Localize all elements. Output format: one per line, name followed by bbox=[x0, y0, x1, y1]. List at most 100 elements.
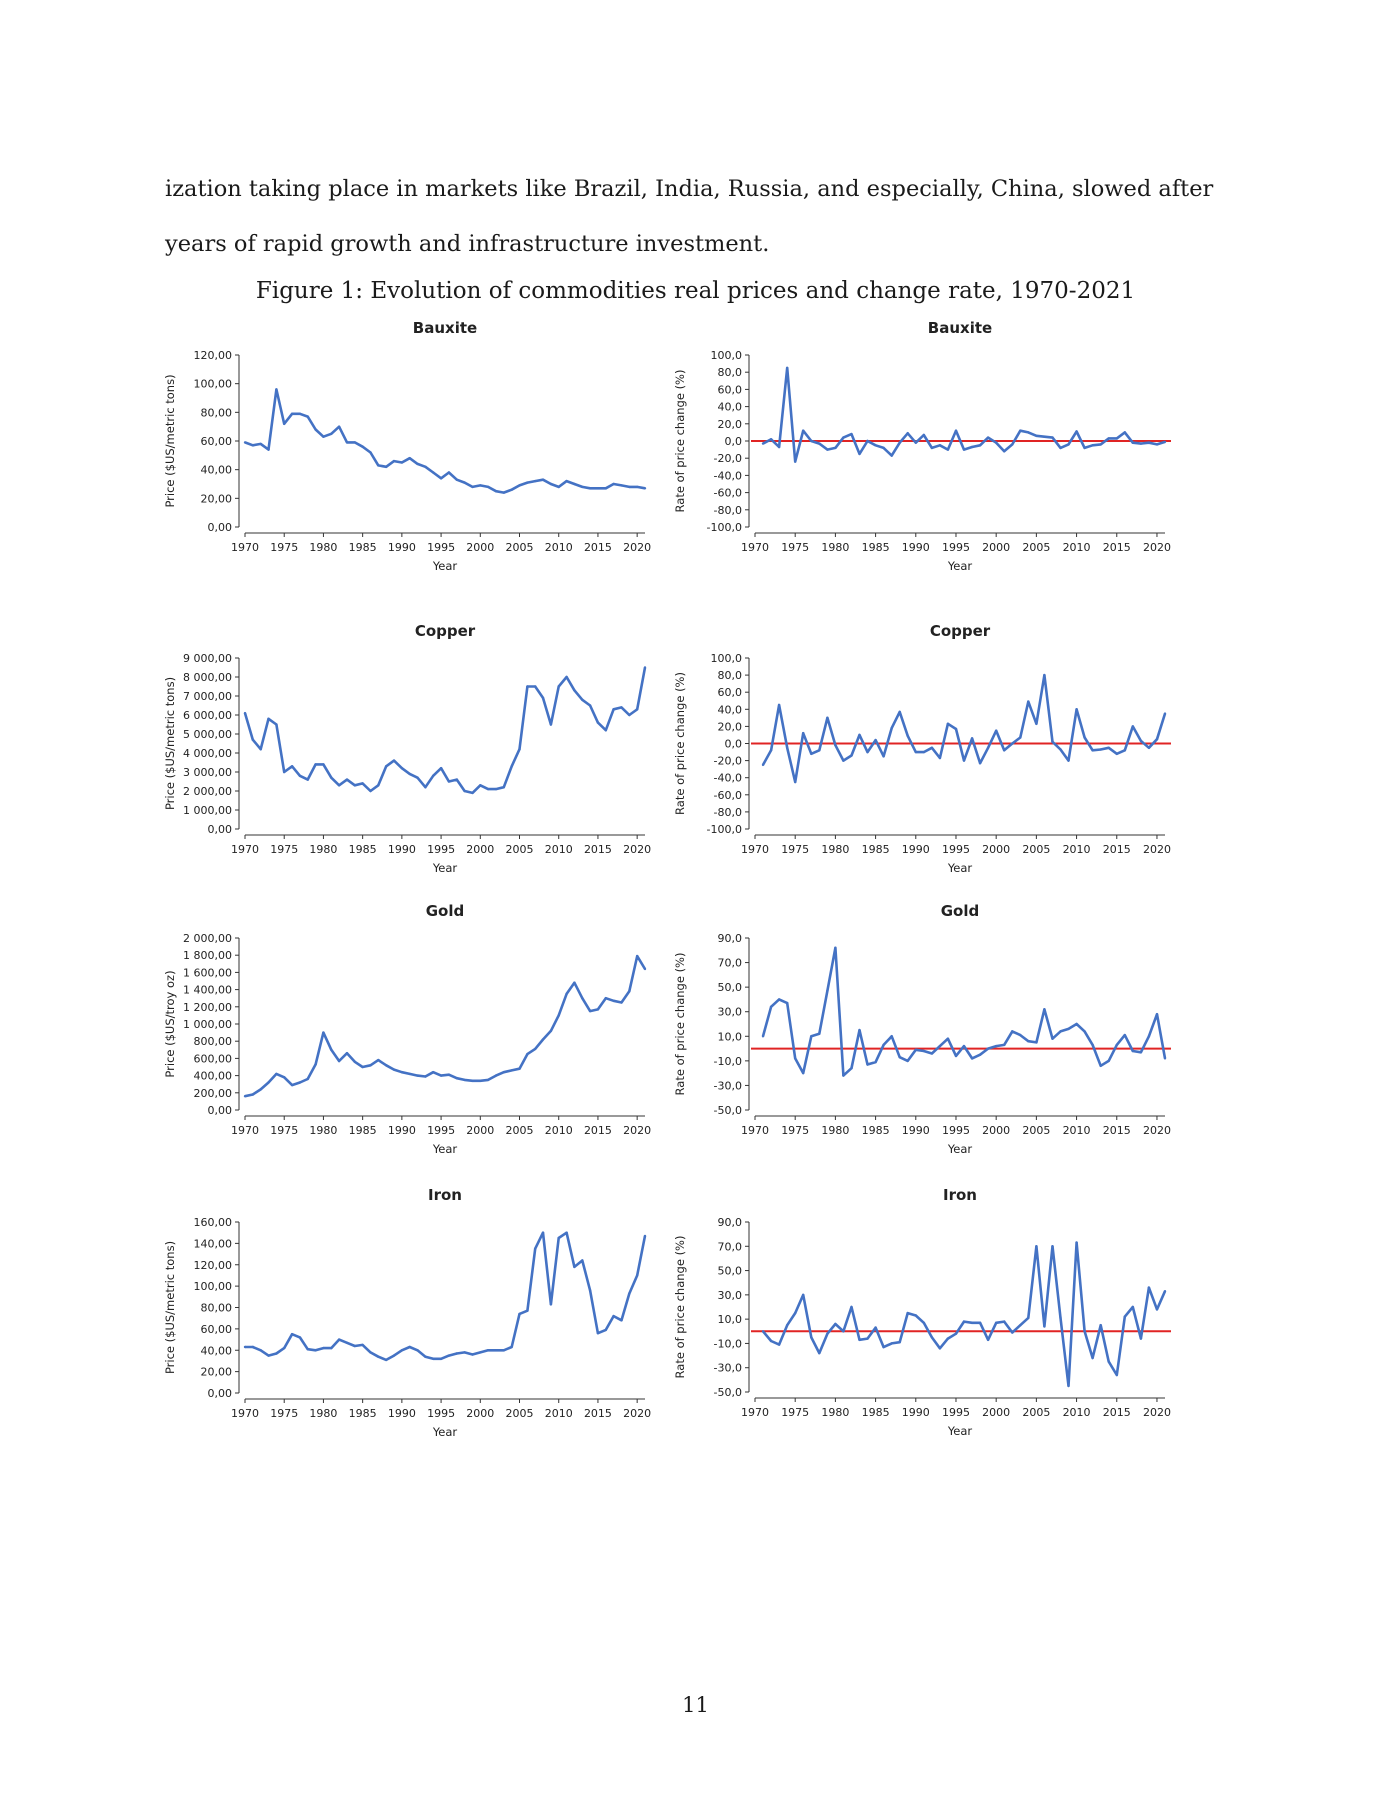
x-tick-label: 2015 bbox=[1103, 541, 1131, 554]
y-tick-label: 120,00 bbox=[194, 1259, 233, 1272]
data-point bbox=[432, 1357, 435, 1360]
data-point bbox=[541, 1231, 545, 1234]
data-point bbox=[424, 786, 427, 789]
x-tick-label: 1970 bbox=[231, 1124, 259, 1137]
chart-title: Gold bbox=[426, 902, 465, 920]
data-point bbox=[786, 1001, 789, 1005]
x-tick-label: 2010 bbox=[545, 1407, 573, 1420]
data-point bbox=[914, 750, 917, 754]
data-point bbox=[612, 482, 615, 486]
data-point bbox=[243, 711, 247, 715]
data-point bbox=[290, 765, 294, 768]
x-tick-label: 1975 bbox=[270, 1407, 298, 1420]
y-axis-label: Price ($US/metric tons) bbox=[163, 374, 177, 507]
data-point bbox=[962, 1044, 966, 1048]
y-axis-label: Rate of price change (%) bbox=[673, 370, 687, 513]
data-point bbox=[636, 485, 639, 489]
x-axis-label: Year bbox=[432, 1142, 458, 1156]
data-point bbox=[337, 1338, 341, 1341]
data-point bbox=[1035, 1245, 1038, 1248]
data-point bbox=[906, 734, 909, 737]
x-tick-label: 1990 bbox=[388, 843, 416, 856]
x-tick-label: 2000 bbox=[466, 1407, 494, 1420]
data-point bbox=[588, 487, 592, 490]
y-tick-label: -30,0 bbox=[714, 1362, 742, 1375]
data-point bbox=[298, 1336, 302, 1339]
data-point bbox=[259, 442, 262, 446]
data-point bbox=[761, 1035, 765, 1038]
data-point bbox=[1027, 700, 1030, 703]
data-point bbox=[534, 1247, 537, 1250]
data-point bbox=[369, 1351, 372, 1354]
data-point bbox=[322, 435, 325, 438]
data-point bbox=[834, 446, 837, 450]
data-point bbox=[377, 464, 380, 467]
x-tick-label: 1985 bbox=[862, 843, 890, 856]
x-tick-label: 1975 bbox=[270, 843, 298, 856]
y-tick-label: -40,0 bbox=[714, 469, 742, 482]
x-tick-label: 2015 bbox=[584, 1407, 612, 1420]
data-point bbox=[400, 1349, 404, 1352]
data-point bbox=[906, 432, 909, 435]
data-point bbox=[596, 487, 600, 490]
data-point bbox=[353, 1060, 356, 1063]
x-tick-label: 2000 bbox=[982, 1406, 1010, 1419]
y-tick-label: -20,0 bbox=[714, 452, 742, 465]
data-point bbox=[455, 478, 458, 481]
data-point bbox=[1091, 749, 1094, 752]
iron-change-chart: Iron -50,0 -30,0 -10,0 10,0 30,0 50,0 70,0 90,0 1… bbox=[673, 1186, 1171, 1438]
x-tick-label: 2000 bbox=[982, 843, 1010, 856]
data-point bbox=[850, 1305, 853, 1309]
data-point bbox=[986, 746, 990, 749]
x-tick-label: 2005 bbox=[1022, 541, 1050, 554]
data-point bbox=[385, 1358, 388, 1362]
data-point bbox=[275, 1072, 278, 1076]
x-tick-label: 2010 bbox=[1063, 1124, 1091, 1137]
data-point bbox=[432, 1071, 435, 1074]
data-point bbox=[408, 1345, 411, 1349]
data-point bbox=[557, 685, 560, 688]
data-point bbox=[636, 1274, 639, 1277]
data-point bbox=[1003, 1043, 1006, 1047]
data-point bbox=[306, 1077, 309, 1081]
x-tick-label: 2005 bbox=[1022, 843, 1050, 856]
data-point bbox=[954, 727, 958, 731]
data-point bbox=[802, 732, 805, 735]
y-tick-label: 40,0 bbox=[718, 401, 743, 414]
x-tick-label: 1985 bbox=[862, 1406, 890, 1419]
data-point bbox=[565, 1231, 568, 1234]
data-point bbox=[1003, 1320, 1006, 1323]
x-axis-label: Year bbox=[947, 559, 973, 573]
x-tick-label: 2015 bbox=[584, 541, 612, 554]
data-point bbox=[290, 1083, 294, 1087]
data-point bbox=[995, 1044, 998, 1048]
x-tick-label: 1980 bbox=[309, 843, 337, 856]
data-point bbox=[275, 388, 278, 391]
x-tick-label: 2015 bbox=[584, 843, 612, 856]
data-point bbox=[463, 789, 466, 793]
data-point bbox=[534, 1047, 537, 1051]
data-point bbox=[345, 441, 349, 444]
data-point bbox=[1043, 1325, 1046, 1328]
y-axis-label: Rate of price change (%) bbox=[673, 672, 687, 815]
data-point bbox=[620, 484, 623, 487]
x-tick-label: 2020 bbox=[1143, 1406, 1171, 1419]
data-point bbox=[914, 441, 917, 444]
data-point bbox=[962, 448, 966, 451]
y-tick-label: 160,00 bbox=[194, 1216, 233, 1229]
data-point bbox=[1043, 435, 1046, 438]
data-point bbox=[526, 481, 529, 484]
data-point bbox=[479, 784, 482, 787]
data-point bbox=[1051, 740, 1054, 743]
data-point bbox=[1035, 722, 1038, 725]
data-point bbox=[794, 780, 797, 784]
data-point bbox=[588, 1009, 592, 1013]
data-point bbox=[502, 1349, 505, 1352]
data-point bbox=[416, 462, 419, 466]
data-point bbox=[1107, 1360, 1110, 1363]
data-point bbox=[1075, 430, 1078, 433]
data-point bbox=[978, 1321, 982, 1324]
data-point bbox=[643, 666, 647, 669]
data-point bbox=[549, 482, 553, 486]
data-point bbox=[314, 1349, 317, 1352]
